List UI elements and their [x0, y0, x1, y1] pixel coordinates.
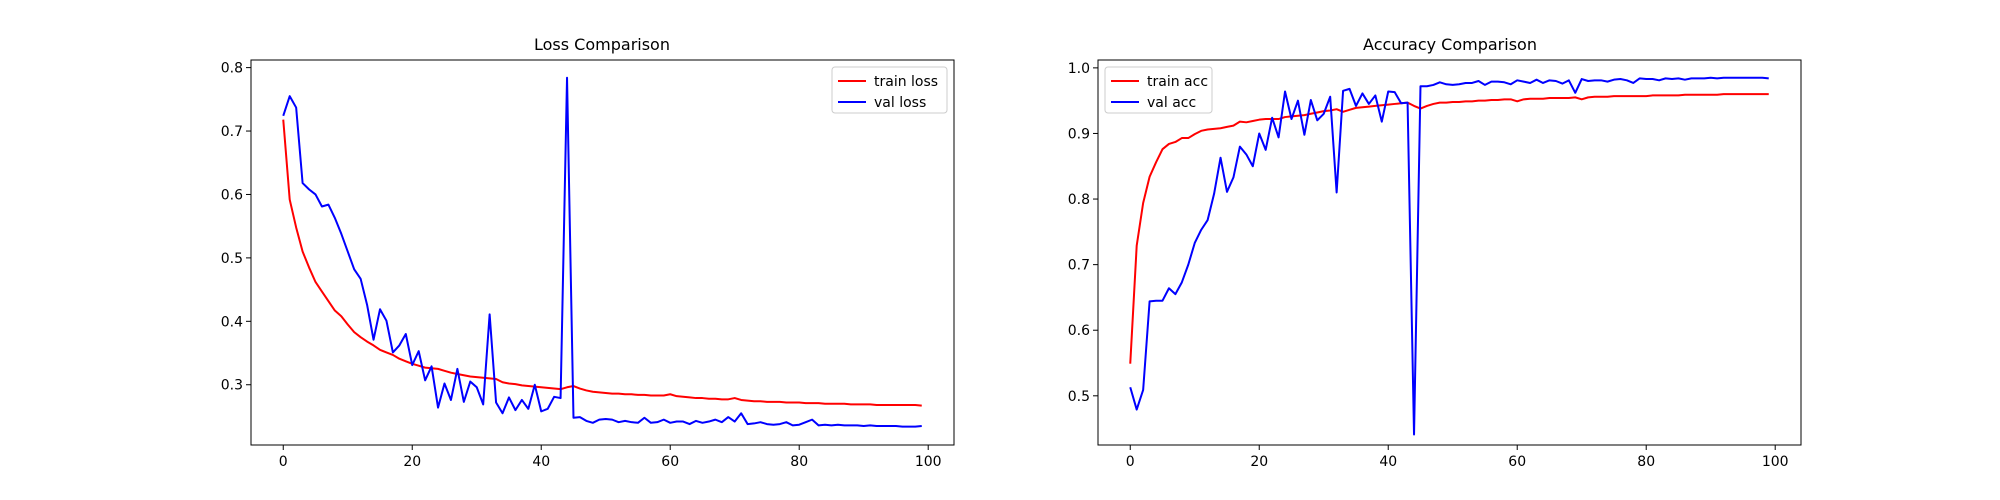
accuracy-x-tick-label-100: 100: [1762, 454, 1789, 470]
series-line-val-loss: [282, 76, 922, 428]
accuracy-chart-axes-frame: [1097, 59, 1802, 446]
accuracy-y-tick-label-1: 0.6: [1068, 323, 1090, 339]
series-line-train-loss: [282, 119, 922, 407]
series-line-val-acc: [1129, 76, 1769, 436]
loss-y-tick-label-5: 0.8: [221, 61, 243, 77]
accuracy-x-tick-label-60: 60: [1508, 454, 1526, 470]
accuracy-x-tick-label-0: 0: [1126, 454, 1135, 470]
loss-chart: Loss Comparison 0 20 40 60 80 100 0.3 0.4 0.5 0.6…: [221, 35, 955, 470]
loss-x-tick-label-80: 80: [790, 454, 808, 470]
accuracy-chart-legend: train acc val acc: [1104, 66, 1213, 114]
accuracy-y-tick-label-4: 0.9: [1068, 126, 1090, 142]
legend-item-val-acc: val acc: [1111, 95, 1196, 111]
legend-label-train-acc: train acc: [1147, 74, 1208, 90]
accuracy-y-tick-label-0: 0.5: [1068, 389, 1090, 405]
loss-y-tick-label-4: 0.7: [221, 124, 243, 140]
loss-y-tick-label-3: 0.6: [221, 187, 243, 203]
accuracy-x-tick-label-80: 80: [1637, 454, 1655, 470]
legend-item-train-acc: train acc: [1111, 74, 1208, 90]
loss-y-tick-label-2: 0.5: [221, 251, 243, 267]
accuracy-y-tick-label-2: 0.7: [1068, 258, 1090, 274]
legend-label-train-loss: train loss: [874, 74, 938, 90]
loss-y-tick-label-1: 0.4: [221, 314, 243, 330]
legend-item-train-loss: train loss: [838, 74, 938, 90]
loss-x-tick-label-100: 100: [915, 454, 942, 470]
series-line-train-acc: [1129, 93, 1769, 364]
loss-y-tick-label-0: 0.3: [221, 378, 243, 394]
loss-x-tick-label-20: 20: [403, 454, 421, 470]
legend-label-val-acc: val acc: [1147, 95, 1196, 111]
legend-label-val-loss: val loss: [874, 95, 926, 111]
accuracy-chart-title: Accuracy Comparison: [1363, 35, 1537, 54]
accuracy-y-tick-label-3: 0.8: [1068, 192, 1090, 208]
loss-chart-title: Loss Comparison: [534, 35, 670, 54]
loss-x-tick-label-0: 0: [279, 454, 288, 470]
accuracy-chart-plot-area: 0 20 40 60 80 100 0.5 0.6 0.7 0.8 0.9 1.0: [1068, 61, 1789, 470]
accuracy-y-tick-label-5: 1.0: [1068, 61, 1090, 77]
loss-chart-legend: train loss val loss: [831, 66, 948, 114]
loss-x-tick-label-60: 60: [661, 454, 679, 470]
accuracy-x-tick-label-40: 40: [1379, 454, 1397, 470]
accuracy-x-tick-label-20: 20: [1250, 454, 1268, 470]
accuracy-chart: Accuracy Comparison 0 20 40 60 80 100 0.5 0.6 0.…: [1068, 35, 1802, 470]
loss-chart-plot-area: 0 20 40 60 80 100 0.3 0.4 0.5 0.6 0.7 0.8: [221, 61, 942, 470]
loss-x-tick-label-40: 40: [532, 454, 550, 470]
loss-chart-axes-frame: [250, 59, 955, 446]
legend-item-val-loss: val loss: [838, 95, 926, 111]
